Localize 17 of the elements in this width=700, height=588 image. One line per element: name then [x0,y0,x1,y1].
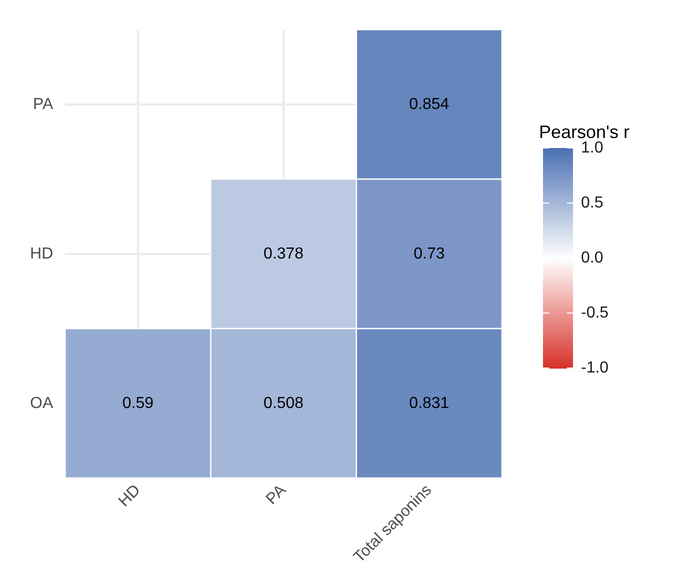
x-tick-label: HD [116,482,144,510]
data-label: 0.508 [264,394,304,412]
x-tick-label: PA [263,482,290,508]
data-label: 0.73 [414,245,445,262]
data-label: 0.59 [122,394,154,412]
color-bar-label: -1.0 [581,359,609,376]
data-label: 0.378 [264,245,304,262]
color-bar-title: Pearson's r [539,122,630,142]
y-tick-label: OA [30,394,54,412]
data-label: 0.831 [409,394,450,412]
color-bar-label: 1.0 [581,139,604,156]
color-bar-label: -0.5 [581,304,609,322]
color-bar-label: 0.5 [581,194,604,212]
y-tick-label: HD [30,245,54,262]
color-bar-label: 0.0 [581,249,604,266]
y-tick-label: PA [32,96,54,113]
data-label: 0.854 [409,96,450,113]
